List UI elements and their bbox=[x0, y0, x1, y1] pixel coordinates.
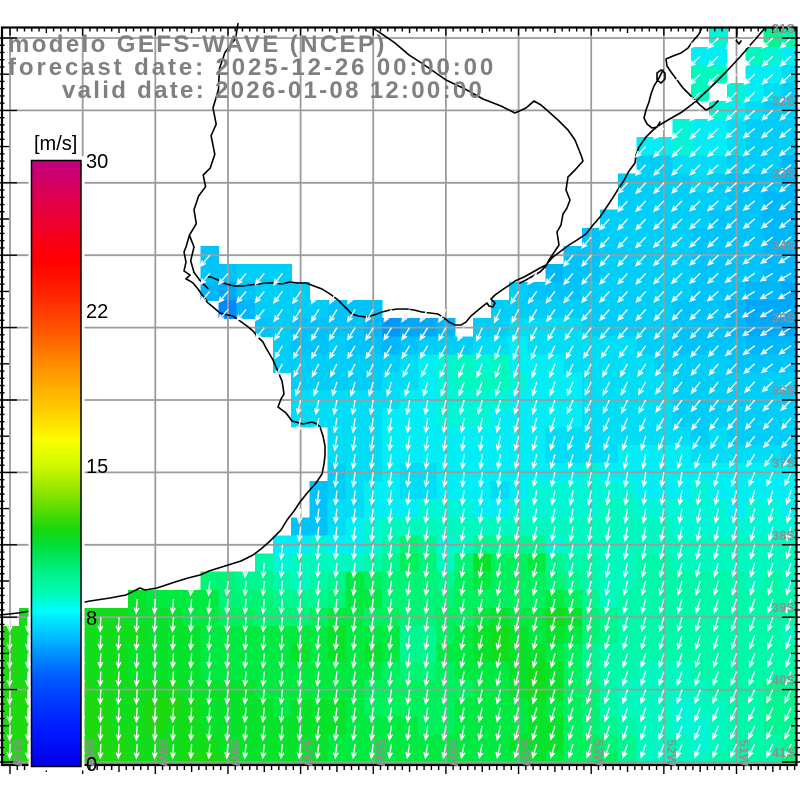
svg-text:30: 30 bbox=[86, 151, 108, 173]
svg-text:[m/s]: [m/s] bbox=[34, 133, 77, 155]
svg-text:36S: 36S bbox=[772, 383, 795, 398]
svg-text:61W: 61W bbox=[10, 740, 25, 767]
svg-text:54W: 54W bbox=[519, 740, 534, 767]
svg-text:8: 8 bbox=[86, 608, 97, 630]
svg-text:34S: 34S bbox=[772, 238, 795, 253]
svg-text:60W: 60W bbox=[83, 740, 98, 767]
svg-text:35S: 35S bbox=[772, 311, 795, 326]
svg-text:forecast date: 2025-12-26 00:0: forecast date: 2025-12-26 00:00:00 bbox=[8, 54, 496, 81]
svg-text:37S: 37S bbox=[772, 455, 795, 470]
svg-text:57W: 57W bbox=[301, 740, 316, 767]
svg-text:modelo GEFS-WAVE (NCEP): modelo GEFS-WAVE (NCEP) bbox=[8, 31, 387, 58]
svg-text:53W: 53W bbox=[591, 740, 606, 767]
svg-text:40S: 40S bbox=[772, 673, 795, 688]
svg-text:58W: 58W bbox=[228, 740, 243, 767]
svg-text:22: 22 bbox=[86, 301, 108, 323]
svg-text:55W: 55W bbox=[446, 740, 461, 767]
svg-text:52W: 52W bbox=[664, 740, 679, 767]
svg-text:38S: 38S bbox=[772, 528, 795, 543]
svg-text:0: 0 bbox=[86, 754, 97, 776]
svg-text:59W: 59W bbox=[155, 740, 170, 767]
svg-text:51W: 51W bbox=[737, 740, 752, 767]
svg-text:39S: 39S bbox=[772, 600, 795, 615]
svg-text:15: 15 bbox=[86, 456, 108, 478]
svg-text:valid date: 2026-01-08 12:00:0: valid date: 2026-01-08 12:00:00 bbox=[62, 77, 484, 104]
svg-text:33S: 33S bbox=[772, 166, 795, 181]
svg-text:41S: 41S bbox=[772, 745, 795, 760]
svg-text:56W: 56W bbox=[373, 740, 388, 767]
svg-text:32S: 32S bbox=[772, 93, 795, 108]
svg-text:31S: 31S bbox=[772, 21, 795, 36]
